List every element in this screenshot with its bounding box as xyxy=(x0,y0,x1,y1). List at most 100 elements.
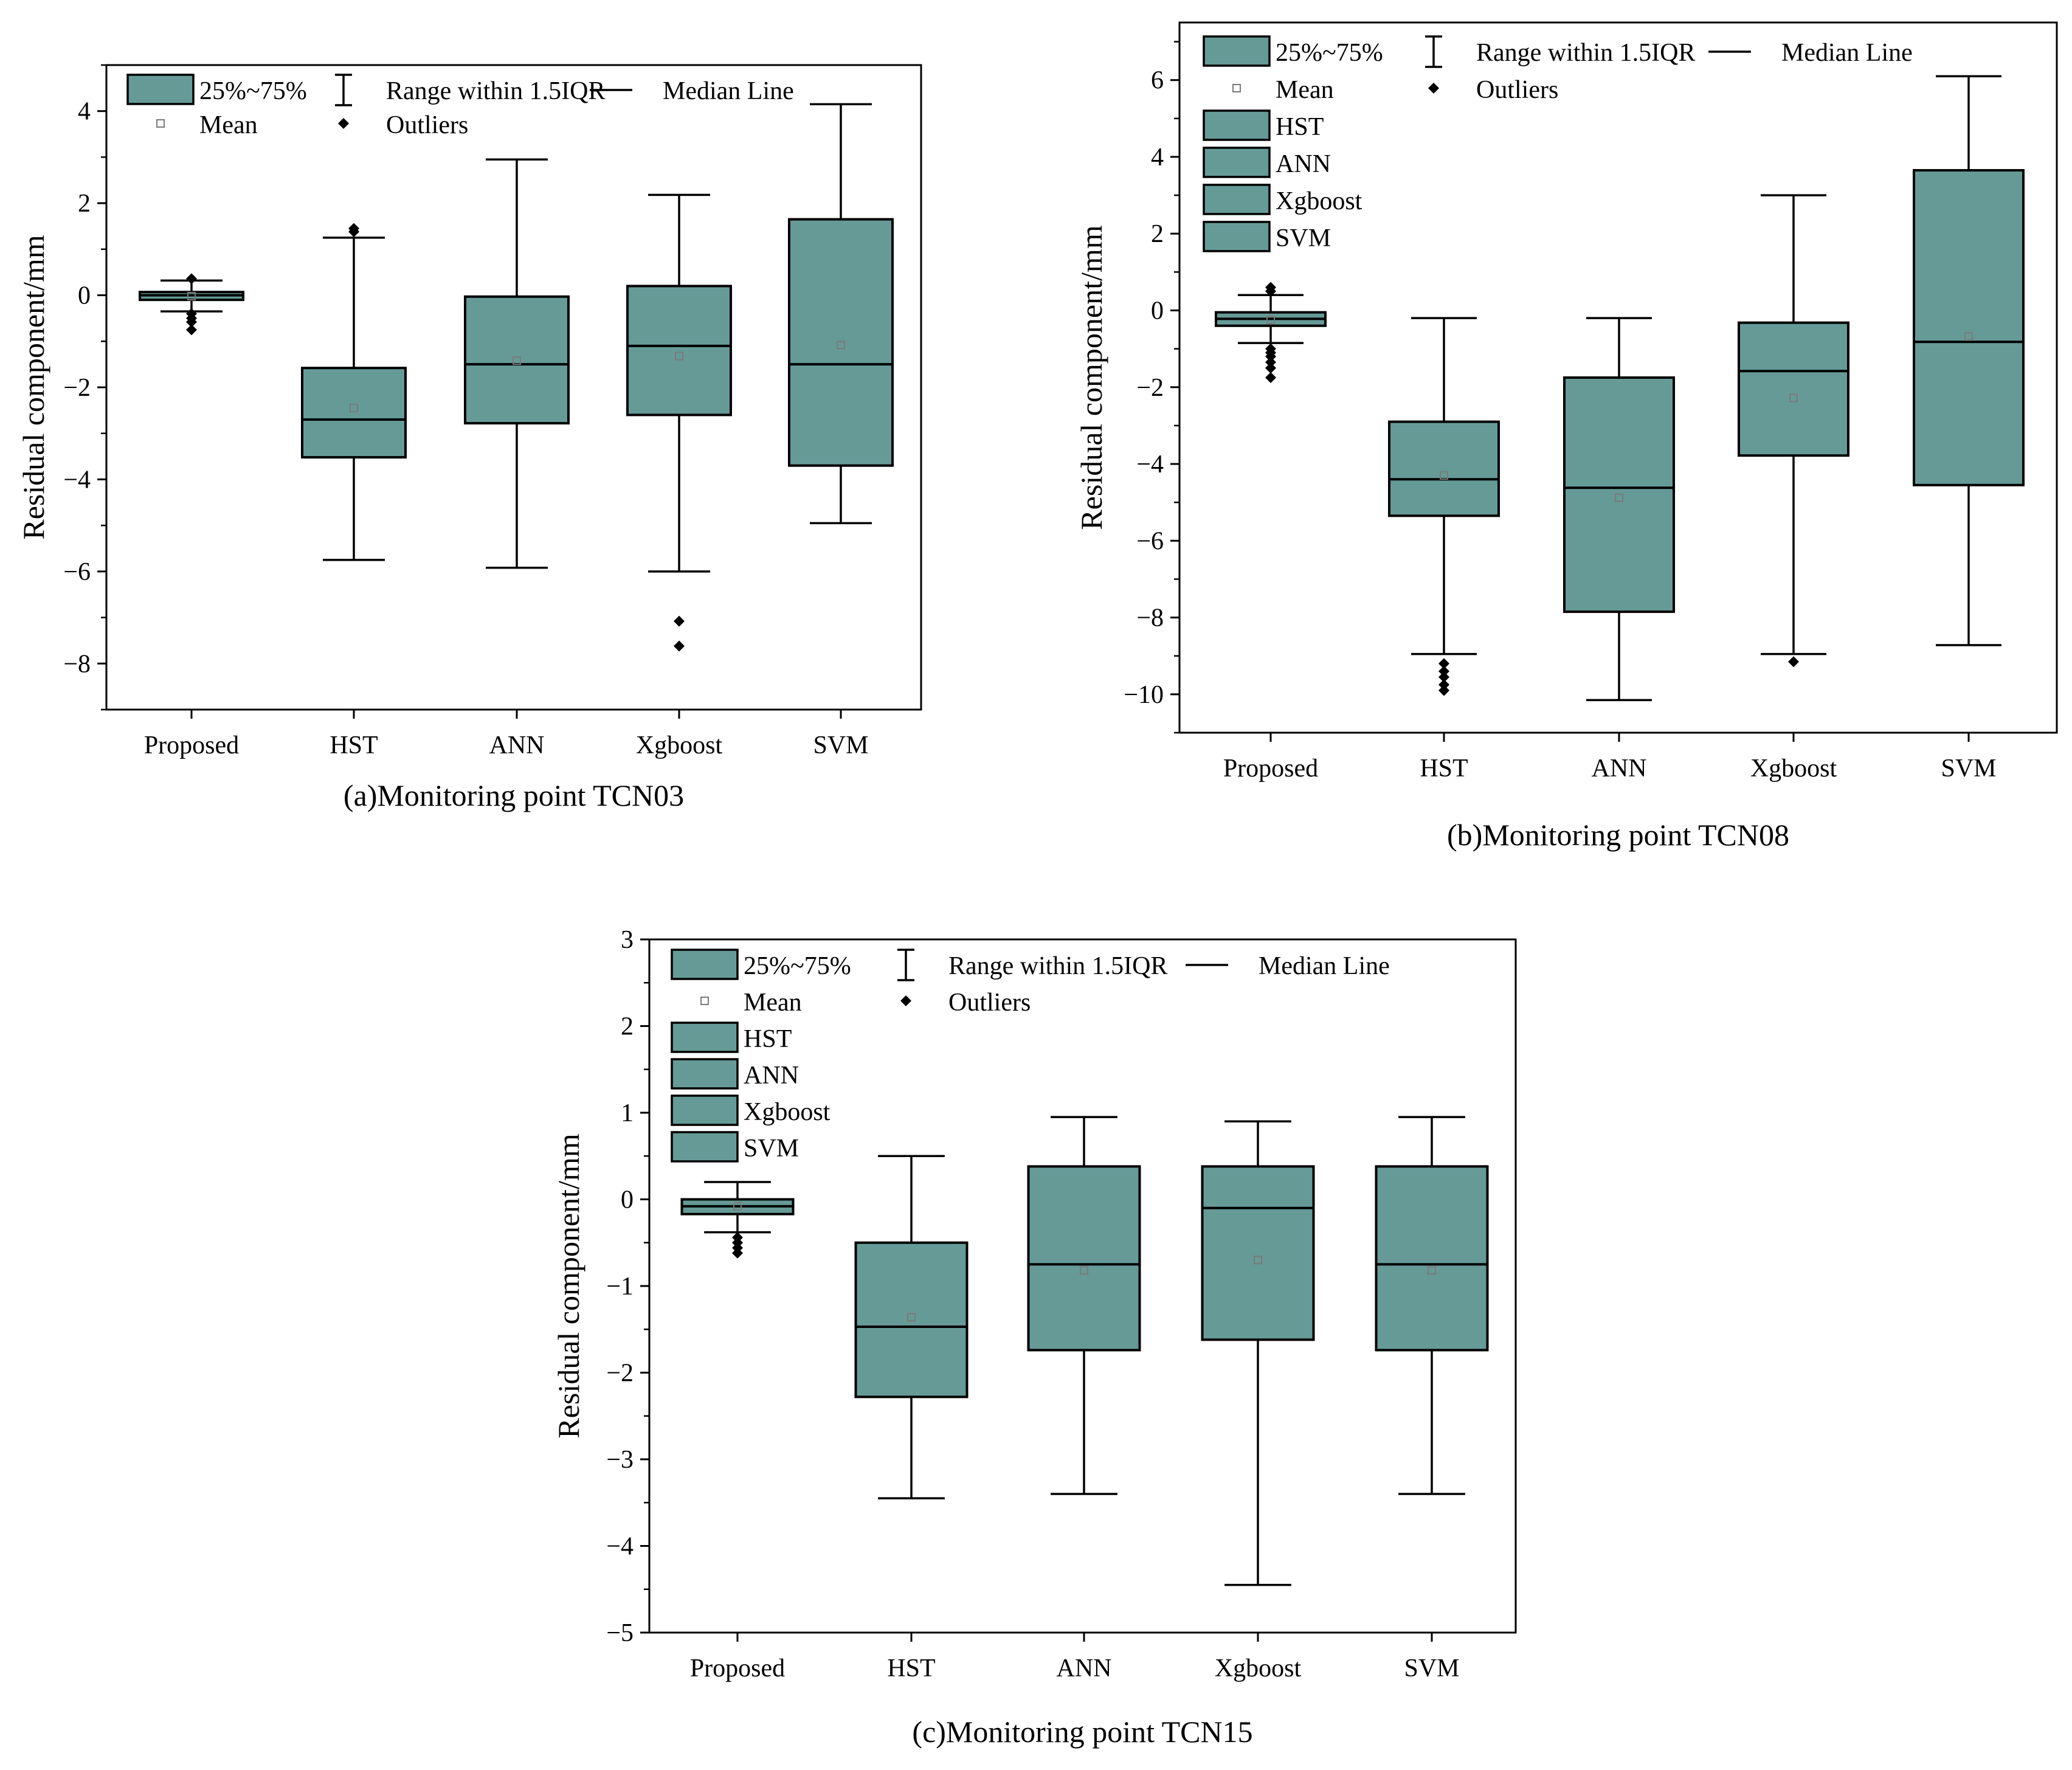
y-axis-label: Residual component/mm xyxy=(551,1133,585,1438)
box-xgboost xyxy=(626,193,732,652)
y-tick-label: 4 xyxy=(78,98,91,126)
y-tick-label: −2 xyxy=(1136,374,1164,402)
y-tick-label: −8 xyxy=(1136,604,1164,632)
legend-outlier-swatch xyxy=(900,995,911,1006)
x-tick-label: ANN xyxy=(1057,1654,1112,1682)
chart-2: −5 −4 −3 −2 −1 0 1 2 3 Residual component/mm Propo… xyxy=(551,926,1517,1749)
y-tick-label: 3 xyxy=(621,926,634,954)
y-tick-label: −2 xyxy=(606,1360,634,1388)
legend-series-label: SVM xyxy=(744,1135,799,1163)
legend: 25%~75% Range within 1.5IQR Median Line Mea… xyxy=(126,74,794,139)
chart-caption: (c)Monitoring point TCN15 xyxy=(912,1715,1252,1749)
mean-marker xyxy=(907,1313,916,1322)
y-tick-label: −8 xyxy=(63,650,91,678)
legend-box-label: 25%~75% xyxy=(199,77,307,105)
legend-series-label: ANN xyxy=(1276,150,1331,178)
y-tick-label: −3 xyxy=(606,1446,634,1474)
y-axis-label: Residual component/mm xyxy=(16,235,50,539)
legend-series-label: SVM xyxy=(1276,224,1331,252)
legend-range-label: Range within 1.5IQR xyxy=(1476,39,1695,67)
mean-marker xyxy=(1615,493,1623,502)
legend-mean-swatch xyxy=(1232,84,1241,92)
x-tick-label: Xgboost xyxy=(636,731,723,759)
legend-series-label: HST xyxy=(744,1025,792,1053)
outlier-point xyxy=(1265,351,1276,362)
box-iqr xyxy=(626,285,732,417)
mean-marker xyxy=(1789,393,1798,403)
legend-median-label: Median Line xyxy=(663,77,794,105)
mean-marker xyxy=(837,341,845,350)
legend-series-swatch xyxy=(1203,109,1271,141)
outlier-point xyxy=(348,223,359,234)
y-axis-label: Residual component/mm xyxy=(1074,225,1108,530)
mean-marker xyxy=(1080,1266,1088,1275)
legend-mean-swatch xyxy=(700,997,709,1005)
outlier-point xyxy=(1265,372,1276,383)
y-tick-label: 0 xyxy=(621,1186,634,1214)
box-svm xyxy=(1375,1116,1489,1495)
box-iqr xyxy=(1375,1165,1489,1352)
legend-series-swatch xyxy=(671,1131,739,1163)
mean-marker xyxy=(513,356,521,365)
box-proposed xyxy=(680,1181,795,1259)
legend-box-label: 25%~75% xyxy=(1276,39,1383,67)
legend-mean-label: Mean xyxy=(1276,76,1334,104)
legend-series-swatch xyxy=(1203,184,1271,215)
legend-series-label: Xgboost xyxy=(1276,187,1362,215)
legend: 25%~75% Range within 1.5IQR Median Line Mea… xyxy=(671,949,1390,1163)
mean-marker xyxy=(1266,316,1275,325)
outlier-point xyxy=(732,1247,743,1259)
outlier-point xyxy=(1788,656,1799,668)
chart-caption: (a)Monitoring point TCN03 xyxy=(344,778,684,812)
box-proposed xyxy=(1215,282,1327,383)
y-tick-label: −6 xyxy=(63,558,91,586)
box-iqr xyxy=(854,1241,969,1398)
legend-range-label: Range within 1.5IQR xyxy=(386,77,605,105)
box-svm xyxy=(788,103,894,525)
chart-1: −10 −8 −6 −4 −2 0 2 4 6 Residual component/mm Prop… xyxy=(1074,21,2058,852)
x-tick-label: Xgboost xyxy=(1750,755,1837,783)
y-tick-label: −2 xyxy=(63,374,91,402)
x-tick-label: SVM xyxy=(1404,1654,1459,1682)
y-tick-label: −4 xyxy=(606,1533,634,1561)
outlier-point xyxy=(1438,658,1449,669)
outlier-point xyxy=(1438,679,1449,691)
x-tick-label: ANN xyxy=(1592,755,1647,783)
legend-box-swatch xyxy=(126,74,195,105)
box-iqr xyxy=(788,218,894,467)
mean-marker xyxy=(1964,332,1973,341)
mean-marker xyxy=(187,292,196,301)
box-hst xyxy=(301,223,407,561)
legend-box-label: 25%~75% xyxy=(744,952,851,980)
y-tick-label: 2 xyxy=(1151,220,1164,248)
y-tick-label: 2 xyxy=(78,190,91,218)
x-tick-label: ANN xyxy=(489,731,545,759)
outlier-point xyxy=(186,316,197,328)
mean-marker xyxy=(675,351,683,361)
chart-0: −8 −6 −4 −2 0 2 4 Residual component/mm Proposed… xyxy=(16,64,922,812)
chart-caption: (b)Monitoring point TCN08 xyxy=(1447,818,1789,852)
outlier-point xyxy=(186,273,197,285)
x-tick-label: Proposed xyxy=(690,1654,785,1682)
box-xgboost xyxy=(1738,194,1849,668)
box-hst xyxy=(854,1155,969,1499)
outlier-point xyxy=(674,615,685,627)
legend-mean-label: Mean xyxy=(199,111,258,139)
legend-outlier-label: Outliers xyxy=(948,989,1031,1017)
legend-outlier-label: Outliers xyxy=(386,111,468,139)
legend-outlier-swatch xyxy=(1428,83,1439,94)
outlier-point xyxy=(1438,685,1449,696)
mean-marker xyxy=(1440,471,1448,480)
box-proposed xyxy=(139,273,244,336)
outlier-point xyxy=(1438,671,1449,683)
box-iqr xyxy=(1201,1165,1315,1341)
x-tick-label: Xgboost xyxy=(1215,1654,1302,1682)
outlier-point xyxy=(186,324,197,336)
legend-mean-swatch xyxy=(156,119,165,128)
box-xgboost xyxy=(1201,1120,1315,1586)
box-ann xyxy=(464,158,570,569)
y-tick-label: −10 xyxy=(1124,681,1164,709)
legend-median-label: Median Line xyxy=(1781,39,1913,67)
x-tick-label: HST xyxy=(330,731,378,759)
